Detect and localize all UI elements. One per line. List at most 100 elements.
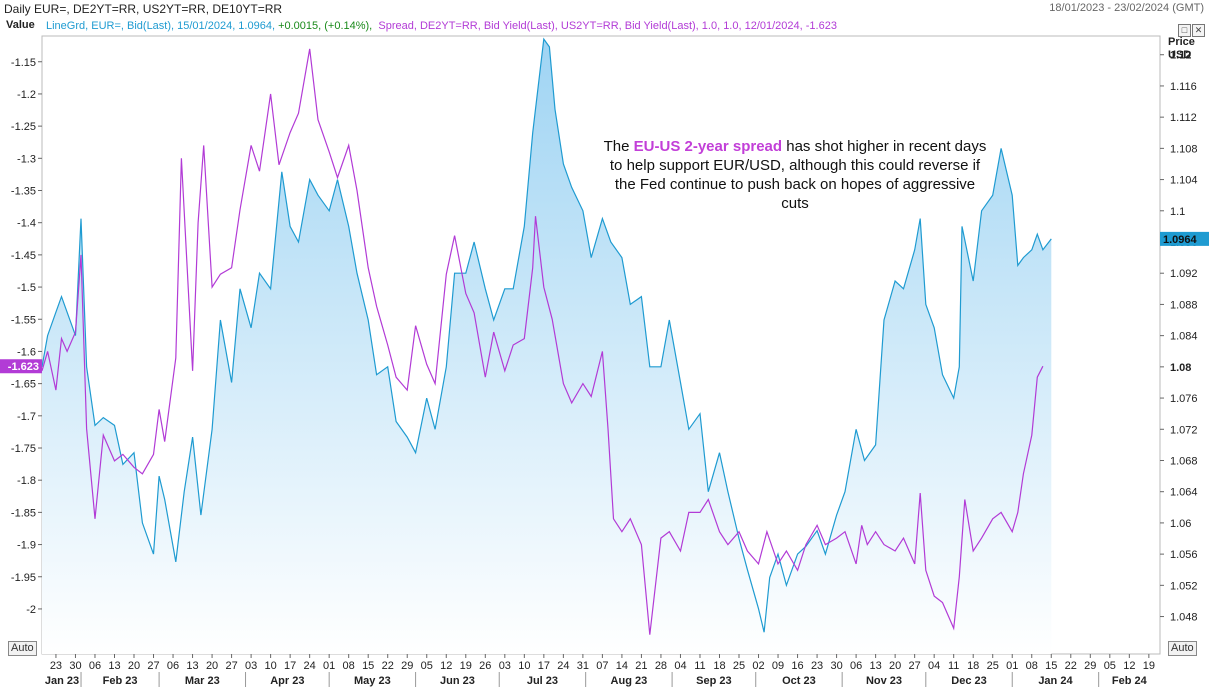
x-axis-day-label: 05 — [421, 660, 433, 672]
x-axis-day-label: 22 — [1065, 660, 1077, 672]
x-axis-day-label: 29 — [401, 660, 413, 672]
right-axis-tick-label: 1.068 — [1170, 455, 1198, 467]
x-axis-day-label: 30 — [69, 660, 81, 672]
x-axis-day-label: 23 — [50, 660, 62, 672]
x-axis-day-label: 21 — [635, 660, 647, 672]
left-axis-tick-label: -1.9 — [17, 540, 36, 552]
right-axis-tick-label: 1.048 — [1170, 612, 1198, 624]
x-axis-day-label: 15 — [362, 660, 374, 672]
x-axis-day-label: 31 — [577, 660, 589, 672]
eurusd-current-badge — [1160, 231, 1209, 246]
left-axis-tick-label: -1.3 — [17, 153, 36, 165]
x-axis-day-label: 26 — [479, 660, 491, 672]
legend-eurusd-change: +0.0015, (+0.14%), — [278, 20, 373, 32]
date-range: 18/01/2023 - 23/02/2024 (GMT) — [1049, 2, 1204, 14]
right-axis-tick-label: 1.116 — [1170, 81, 1197, 93]
x-axis-day-label: 25 — [733, 660, 745, 672]
x-axis-day-label: 23 — [811, 660, 823, 672]
x-axis-day-label: 18 — [713, 660, 725, 672]
x-axis-month-label: Aug 23 — [611, 675, 648, 687]
auto-right-button[interactable]: Auto — [1168, 641, 1197, 656]
right-axis-tick-label: 1.072 — [1170, 424, 1198, 436]
x-axis-day-label: 16 — [791, 660, 803, 672]
x-axis-day-label: 10 — [518, 660, 530, 672]
right-axis-tick-label: 1.108 — [1170, 143, 1198, 155]
x-axis-day-label: 04 — [928, 660, 940, 672]
x-axis-day-label: 08 — [343, 660, 355, 672]
legend-eurusd[interactable]: LineGrd, EUR=, Bid(Last), 15/01/2024, 1.… — [46, 20, 279, 32]
x-axis-month-label: Mar 23 — [185, 675, 220, 687]
spread-current-label: -1.623 — [8, 361, 39, 373]
x-axis-day-label: 01 — [323, 660, 335, 672]
right-axis-title-currency: USD — [1168, 49, 1192, 61]
x-axis-day-label: 29 — [1084, 660, 1096, 672]
x-axis-day-label: 07 — [596, 660, 608, 672]
chart-title: Daily EUR=, DE2YT=RR, US2YT=RR, DE10YT=R… — [4, 2, 283, 16]
eurusd-current-label: 1.0964 — [1163, 234, 1198, 246]
x-axis-day-label: 19 — [1143, 660, 1155, 672]
x-axis-month-label: May 23 — [354, 675, 391, 687]
x-axis-day-label: 20 — [128, 660, 140, 672]
x-axis-day-label: 02 — [752, 660, 764, 672]
left-axis-title: Value — [6, 19, 35, 31]
x-axis-day-label: 15 — [1045, 660, 1057, 672]
legend: LineGrd, EUR=, Bid(Last), 15/01/2024, 1.… — [46, 20, 837, 32]
x-axis-month-label: Feb 23 — [103, 675, 138, 687]
x-axis-month-label: Jan 24 — [1038, 675, 1073, 687]
x-axis-day-label: 11 — [948, 660, 959, 672]
chart-annotation: The EU-US 2-year spread has shot higher … — [600, 137, 990, 213]
right-axis-tick-label: 1.064 — [1170, 487, 1198, 499]
x-axis-day-label: 06 — [167, 660, 179, 672]
right-axis-tick-label: 1.08 — [1170, 362, 1191, 374]
eurusd-area — [42, 39, 1052, 655]
annotation-pre: The — [603, 138, 634, 155]
left-axis-tick-label: -1.15 — [11, 57, 36, 69]
x-axis-month-label: Jul 23 — [527, 675, 558, 687]
x-axis-month-label: Dec 23 — [951, 675, 986, 687]
x-axis-day-label: 20 — [889, 660, 901, 672]
left-axis-tick-label: -1.5 — [17, 282, 36, 294]
eurusd-line — [41, 37, 1052, 633]
x-axis-month-label: Nov 23 — [866, 675, 902, 687]
right-axis-tick-label: 1.06 — [1170, 518, 1191, 530]
left-axis-tick-label: -1.45 — [11, 250, 36, 262]
left-axis-tick-label: -1.2 — [17, 89, 36, 101]
x-axis-day-label: 17 — [538, 660, 550, 672]
x-axis-day-label: 12 — [1123, 660, 1135, 672]
left-axis-tick-label: -1.7 — [17, 411, 36, 423]
x-axis-day-label: 30 — [830, 660, 842, 672]
restore-icon[interactable]: □ — [1178, 24, 1191, 37]
right-axis-tick-label: 1.088 — [1170, 299, 1198, 311]
left-axis-tick-label: -1.4 — [17, 218, 36, 230]
x-axis-day-label: 13 — [869, 660, 881, 672]
x-axis-day-label: 27 — [909, 660, 921, 672]
x-axis-day-label: 10 — [264, 660, 276, 672]
close-icon[interactable]: ✕ — [1192, 24, 1205, 37]
right-axis-tick-label: 1.056 — [1170, 549, 1198, 561]
x-axis-day-label: 03 — [499, 660, 511, 672]
x-axis-month-label: Jan 23 — [45, 675, 79, 687]
x-axis-day-label: 03 — [245, 660, 257, 672]
x-axis-month-label: Sep 23 — [696, 675, 731, 687]
x-axis-day-label: 25 — [987, 660, 999, 672]
x-axis-day-label: 13 — [186, 660, 198, 672]
x-axis-day-label: 24 — [304, 660, 316, 672]
right-axis-title: Price USD — [1168, 36, 1195, 62]
right-axis-tick-label: 1.112 — [1170, 112, 1197, 124]
right-axis-tick-label: 1.12 — [1170, 50, 1191, 62]
x-axis-day-label: 17 — [284, 660, 296, 672]
x-axis-day-label: 13 — [108, 660, 120, 672]
right-axis-tick-label: 1.084 — [1170, 331, 1198, 343]
x-axis-day-label: 27 — [147, 660, 159, 672]
x-axis-day-label: 27 — [225, 660, 237, 672]
x-axis-day-label: 09 — [772, 660, 784, 672]
annotation-post: has shot higher in recent days to help s… — [609, 138, 987, 212]
right-axis-title-price: Price — [1168, 36, 1195, 48]
spread-current-badge — [0, 359, 42, 374]
left-axis-tick-label: -1.55 — [11, 314, 36, 326]
auto-left-button[interactable]: Auto — [8, 641, 37, 656]
x-axis-day-label: 06 — [89, 660, 101, 672]
legend-spread[interactable]: Spread, DE2YT=RR, Bid Yield(Last), US2YT… — [378, 20, 837, 32]
left-axis-tick-label: -1.6 — [17, 346, 36, 358]
